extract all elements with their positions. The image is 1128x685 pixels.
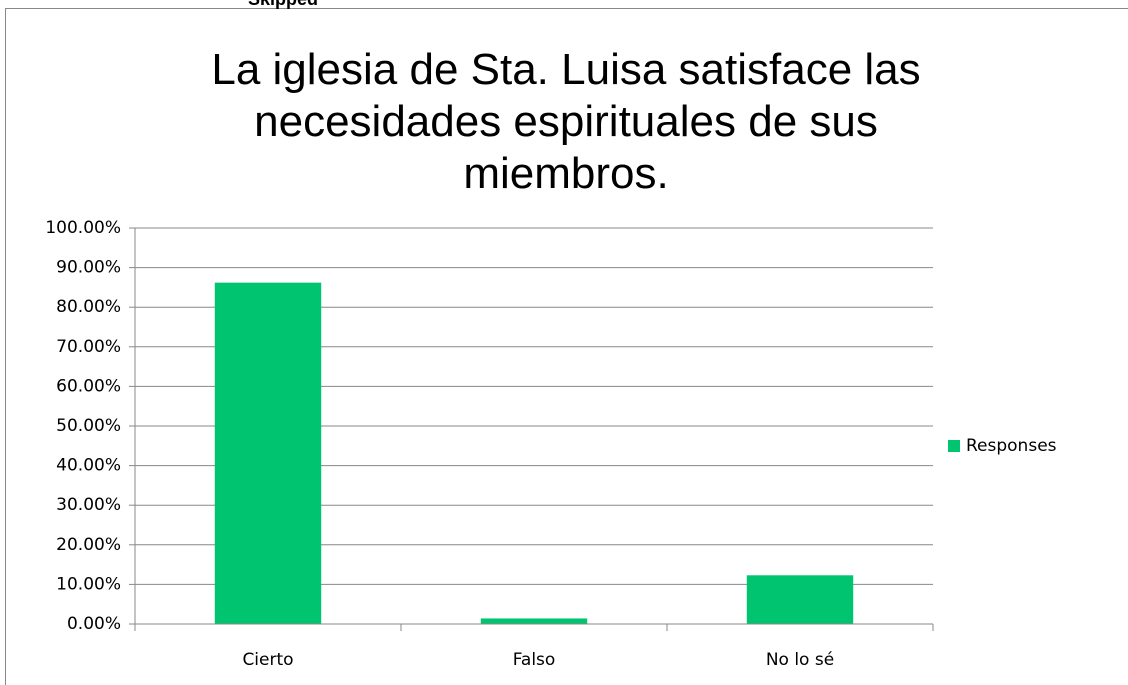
y-tick-label: 50.00% [56, 416, 121, 436]
x-tick-label: Cierto [242, 650, 293, 670]
bar [480, 618, 588, 624]
x-tick-label: No lo sé [766, 650, 834, 670]
x-tick-label: Falso [513, 650, 556, 670]
y-tick-label: 90.00% [56, 258, 121, 278]
y-tick-label: 30.00% [56, 495, 121, 515]
y-tick-label: 10.00% [56, 574, 121, 594]
y-tick-label: 70.00% [56, 337, 121, 357]
chart-title: La iglesia de Sta. Luisa satisface las n… [211, 45, 921, 198]
legend-label: Responses [966, 436, 1057, 456]
bar [214, 282, 322, 624]
y-tick-label: 80.00% [56, 297, 121, 317]
y-tick-label: 100.00% [45, 218, 121, 238]
y-tick-label: 60.00% [56, 376, 121, 396]
y-tick-label: 0.00% [67, 614, 121, 634]
y-tick-label: 20.00% [56, 535, 121, 555]
legend-swatch [948, 440, 960, 452]
y-tick-label: 40.00% [56, 456, 121, 476]
bar [746, 575, 854, 624]
clipped-header: Skipped [248, 0, 318, 10]
